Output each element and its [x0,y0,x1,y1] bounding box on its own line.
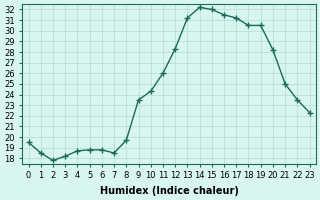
X-axis label: Humidex (Indice chaleur): Humidex (Indice chaleur) [100,186,238,196]
